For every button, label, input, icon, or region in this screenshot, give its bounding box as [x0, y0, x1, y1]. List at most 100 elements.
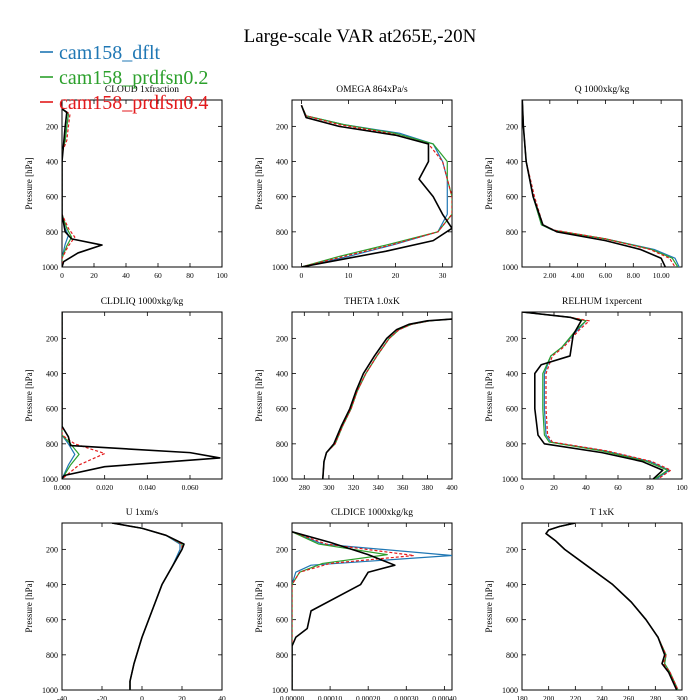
- x-tick-label: 300: [323, 483, 335, 492]
- y-axis-label: Pressure [hPa]: [484, 580, 494, 632]
- panel-title: RELHUM 1xpercent: [562, 297, 642, 307]
- y-tick-label: 1000: [42, 475, 58, 484]
- plot-area: [300, 104, 452, 267]
- y-tick-label: 600: [46, 616, 58, 625]
- x-tick-label: 20: [90, 271, 98, 280]
- x-tick-label: 0.060: [182, 483, 199, 492]
- x-tick-label: 20: [392, 271, 400, 280]
- x-tick-label: 20: [550, 483, 558, 492]
- x-tick-label: 340: [373, 483, 385, 492]
- x-tick-label: 0.00040: [432, 694, 457, 700]
- y-tick-label: 800: [46, 651, 58, 660]
- x-tick-label: 4.00: [571, 271, 584, 280]
- x-tick-label: -20: [97, 694, 107, 700]
- y-axis-label: Pressure [hPa]: [24, 369, 34, 421]
- y-tick-label: 200: [46, 122, 58, 131]
- y-tick-label: 200: [46, 545, 58, 554]
- panel-title: CLDICE 1000xkg/kg: [331, 508, 413, 518]
- series-line-cam158-prdfsn0-2: [62, 312, 80, 479]
- series-line-cam158-prdfsn0-4: [545, 523, 679, 690]
- panel-5: THETA 1.0xK 200 400 600 800 1000 Pressure [hPa…: [254, 297, 458, 492]
- y-tick-label: 800: [46, 228, 58, 237]
- series-line-obs: [62, 312, 221, 479]
- panel-title: OMEGA 864xPa/s: [336, 85, 408, 95]
- y-axis-label: Pressure [hPa]: [254, 157, 264, 209]
- series-line-cam158-dflt: [522, 100, 680, 267]
- x-tick-label: 240: [596, 694, 608, 700]
- series-line-cam158-prdfsn0-2: [322, 318, 452, 479]
- series-line-cam158-prdfsn0-2: [545, 523, 679, 690]
- series-line-obs: [62, 108, 103, 267]
- series-line-obs: [522, 100, 667, 267]
- series-line-cam158-prdfsn0-4: [322, 318, 452, 479]
- y-tick-label: 400: [276, 581, 288, 590]
- x-tick-label: 60: [154, 271, 162, 280]
- x-tick-label: 8.00: [627, 271, 640, 280]
- y-tick-label: 200: [506, 545, 518, 554]
- x-tick-label: 180: [516, 694, 528, 700]
- series-line-cam158-prdfsn0-2: [111, 523, 183, 690]
- plot-area: [111, 523, 185, 690]
- legend-label: cam158_prdfsn0.4: [59, 92, 208, 114]
- y-tick-label: 400: [506, 581, 518, 590]
- x-tick-label: 0: [520, 483, 524, 492]
- legend-label: cam158_dflt: [59, 42, 161, 64]
- y-axis-label: Pressure [hPa]: [254, 580, 264, 632]
- series-line-obs: [111, 523, 185, 690]
- panel-title: CLOUD 1xfraction: [105, 84, 179, 95]
- x-tick-label: 0.00030: [394, 694, 419, 700]
- x-tick-label: -40: [57, 694, 67, 700]
- x-tick-label: 300: [676, 694, 688, 700]
- legend: cam158_dflt cam158_prdfsn0.2 cam158_prdfsn…: [40, 42, 208, 114]
- y-tick-label: 1000: [42, 686, 58, 695]
- x-tick-label: 60: [614, 483, 622, 492]
- panel-frame: [61, 522, 223, 691]
- series-line-obs: [545, 523, 678, 690]
- y-tick-label: 800: [46, 440, 58, 449]
- y-tick-label: 800: [276, 440, 288, 449]
- y-tick-label: 200: [276, 334, 288, 343]
- x-tick-label: 10.00: [653, 271, 670, 280]
- x-tick-label: 0.00020: [356, 694, 381, 700]
- figure-title: Large-scale VAR at265E,-20N: [244, 26, 477, 47]
- x-tick-label: 40: [122, 271, 130, 280]
- series-line-cam158-prdfsn0-4: [292, 531, 415, 690]
- x-tick-label: 200: [543, 694, 555, 700]
- panel-6: RELHUM 1xpercent2004006008001000Pressure…: [484, 297, 688, 492]
- series-line-cam158-prdfsn0-2: [522, 100, 679, 267]
- series-line-obs: [321, 318, 452, 479]
- series-line-cam158-prdfsn0-4: [62, 108, 76, 267]
- y-tick-label: 1000: [272, 263, 288, 272]
- x-tick-label: 260: [623, 694, 635, 700]
- series-line-obs: [292, 531, 396, 690]
- legend-label: cam158_prdfsn0.2: [59, 67, 208, 89]
- y-tick-label: 200: [276, 545, 288, 554]
- x-tick-label: 280: [299, 483, 311, 492]
- panel-frame: [521, 311, 683, 480]
- y-tick-label: 400: [46, 370, 58, 379]
- y-tick-label: 400: [46, 581, 58, 590]
- series-line-cam158-prdfsn0-2: [292, 531, 388, 690]
- series-line-obs: [522, 312, 664, 479]
- x-tick-label: 280: [650, 694, 662, 700]
- x-tick-label: 6.00: [599, 271, 612, 280]
- x-tick-label: 320: [348, 483, 360, 492]
- panel-title: THETA 1.0xK: [344, 297, 400, 307]
- y-tick-label: 800: [506, 651, 518, 660]
- y-tick-label: 400: [506, 370, 518, 379]
- y-tick-label: 600: [506, 405, 518, 414]
- panel-1: CLOUD 1xfraction2004006008001000Pressure…: [24, 84, 228, 280]
- y-tick-label: 400: [506, 158, 518, 167]
- y-axis-label: Pressure [hPa]: [484, 369, 494, 421]
- y-axis-label: Pressure [hPa]: [484, 157, 494, 209]
- series-line-cam158-dflt: [322, 318, 452, 479]
- plot-area: [62, 108, 103, 267]
- panel-title: U 1xm/s: [126, 508, 159, 518]
- panel-title: Q 1000xkg/kg: [575, 85, 630, 95]
- x-tick-label: 0: [60, 271, 64, 280]
- y-tick-label: 600: [506, 616, 518, 625]
- x-tick-label: 0.00010: [318, 694, 343, 700]
- series-line-cam158-prdfsn0-4: [522, 100, 676, 267]
